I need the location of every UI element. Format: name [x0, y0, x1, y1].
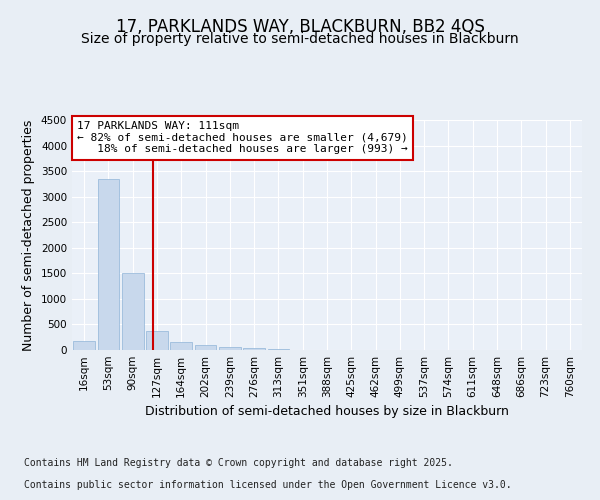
Bar	[219, 346, 241, 350]
Bar	[170, 342, 192, 350]
Bar	[146, 331, 168, 350]
Text: Contains public sector information licensed under the Open Government Licence v3: Contains public sector information licen…	[24, 480, 512, 490]
Bar	[194, 346, 217, 350]
Bar	[97, 179, 119, 350]
Bar	[73, 340, 95, 350]
X-axis label: Distribution of semi-detached houses by size in Blackburn: Distribution of semi-detached houses by …	[145, 406, 509, 418]
Bar	[243, 348, 265, 350]
Y-axis label: Number of semi-detached properties: Number of semi-detached properties	[22, 120, 35, 350]
Text: Size of property relative to semi-detached houses in Blackburn: Size of property relative to semi-detach…	[81, 32, 519, 46]
Text: Contains HM Land Registry data © Crown copyright and database right 2025.: Contains HM Land Registry data © Crown c…	[24, 458, 453, 468]
Text: 17, PARKLANDS WAY, BLACKBURN, BB2 4QS: 17, PARKLANDS WAY, BLACKBURN, BB2 4QS	[116, 18, 484, 36]
Bar	[268, 349, 289, 350]
Bar	[122, 274, 143, 350]
Text: 17 PARKLANDS WAY: 111sqm
← 82% of semi-detached houses are smaller (4,679)
   18: 17 PARKLANDS WAY: 111sqm ← 82% of semi-d…	[77, 121, 408, 154]
